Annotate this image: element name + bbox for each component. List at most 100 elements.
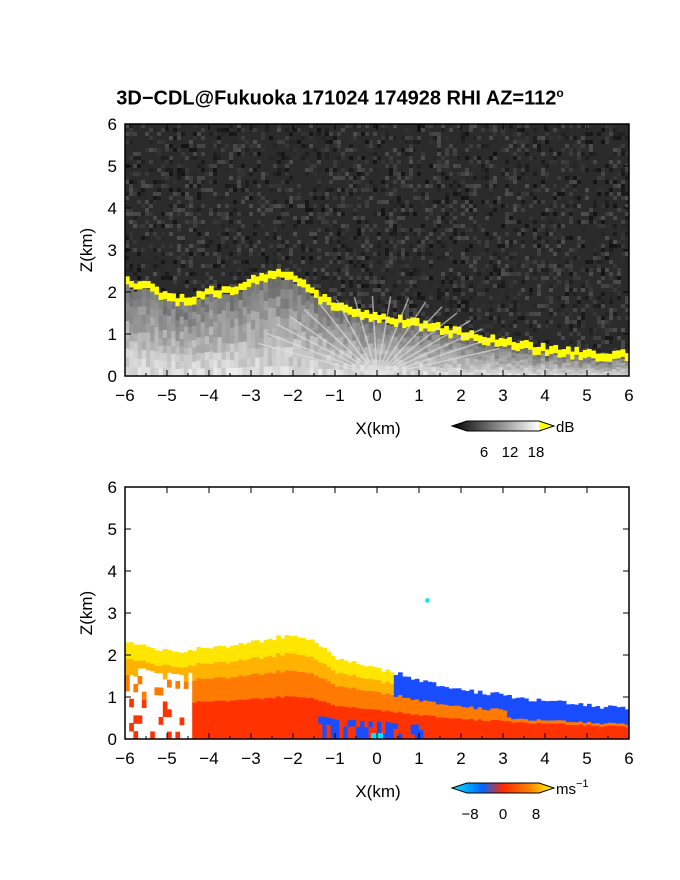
noise-cell bbox=[285, 188, 289, 192]
noise-cell bbox=[537, 340, 541, 344]
signal-cell bbox=[570, 366, 575, 369]
noise-cell bbox=[361, 156, 365, 160]
noise-cell bbox=[557, 244, 561, 248]
signal-edge bbox=[326, 297, 332, 312]
signal-cell bbox=[183, 333, 189, 342]
signal-cell bbox=[377, 354, 382, 361]
noise-cell bbox=[133, 164, 137, 168]
noise-cell bbox=[509, 272, 513, 276]
signal-cell bbox=[179, 316, 185, 325]
noise-cell bbox=[473, 316, 477, 320]
signal-cell bbox=[616, 358, 622, 361]
noise-cell bbox=[421, 228, 425, 232]
signal-cell bbox=[129, 349, 134, 360]
noise-cell bbox=[449, 208, 453, 212]
signal-cell bbox=[482, 357, 487, 361]
noise-cell bbox=[589, 148, 593, 152]
signal-cell bbox=[477, 366, 483, 370]
signal-cell bbox=[221, 310, 227, 320]
signal-edge bbox=[347, 306, 353, 318]
noise-cell bbox=[329, 288, 333, 292]
noise-cell bbox=[209, 276, 213, 280]
signal-cell bbox=[557, 361, 563, 364]
noise-cell bbox=[273, 184, 277, 188]
noise-cell bbox=[213, 144, 217, 148]
signal-cell bbox=[242, 307, 248, 317]
signal-cell bbox=[431, 362, 437, 368]
noise-cell bbox=[565, 128, 569, 132]
noise-cell bbox=[193, 172, 197, 176]
noise-cell bbox=[229, 160, 233, 164]
signal-cell bbox=[209, 318, 214, 328]
signal-edge bbox=[288, 271, 294, 282]
noise-cell bbox=[525, 144, 529, 148]
signal-cell bbox=[280, 298, 286, 310]
noise-cell bbox=[169, 212, 173, 216]
noise-cell bbox=[473, 228, 477, 232]
noise-cell bbox=[449, 220, 453, 224]
noise-cell bbox=[149, 200, 153, 204]
noise-cell bbox=[549, 296, 553, 300]
noise-cell bbox=[249, 212, 253, 216]
signal-cell bbox=[473, 362, 479, 367]
signal-cell bbox=[133, 367, 139, 376]
signal-cell bbox=[335, 369, 340, 376]
noise-cell bbox=[253, 176, 257, 180]
noise-cell bbox=[473, 236, 477, 240]
noise-cell bbox=[377, 156, 381, 160]
noise-cell bbox=[293, 128, 297, 132]
signal-cell bbox=[536, 369, 542, 373]
noise-cell bbox=[285, 256, 289, 260]
signal-cell bbox=[456, 338, 462, 344]
noise-cell bbox=[541, 136, 545, 140]
noise-cell bbox=[477, 292, 481, 296]
noise-cell bbox=[601, 248, 605, 252]
noise-cell bbox=[461, 244, 465, 248]
noise-cell bbox=[601, 284, 605, 288]
noise-cell bbox=[141, 248, 145, 252]
noise-cell bbox=[569, 312, 573, 316]
signal-cell bbox=[566, 354, 571, 358]
noise-cell bbox=[521, 168, 525, 172]
noise-cell bbox=[349, 292, 353, 296]
signal-cell bbox=[339, 369, 344, 376]
noise-cell bbox=[613, 280, 617, 284]
signal-cell bbox=[251, 282, 256, 293]
noise-cell bbox=[565, 160, 569, 164]
noise-cell bbox=[509, 220, 513, 224]
noise-cell bbox=[293, 124, 297, 128]
signal-cell bbox=[364, 346, 370, 354]
noise-cell bbox=[533, 344, 537, 348]
noise-cell bbox=[533, 136, 537, 140]
noise-cell bbox=[489, 180, 493, 184]
signal-cell bbox=[356, 370, 361, 376]
noise-cell bbox=[145, 212, 149, 216]
noise-cell bbox=[589, 292, 593, 296]
signal-cell bbox=[335, 311, 340, 319]
noise-cell bbox=[217, 140, 221, 144]
noise-cell bbox=[565, 316, 569, 320]
noise-cell bbox=[593, 312, 597, 316]
noise-cell bbox=[417, 304, 421, 308]
noise-cell bbox=[617, 132, 621, 136]
noise-cell bbox=[193, 148, 197, 152]
noise-cell bbox=[341, 168, 345, 172]
noise-cell bbox=[205, 240, 209, 244]
noise-cell bbox=[505, 136, 509, 140]
signal-cell bbox=[519, 370, 525, 374]
noise-cell bbox=[361, 228, 365, 232]
noise-cell bbox=[125, 220, 129, 224]
noise-cell bbox=[465, 228, 469, 232]
noise-cell bbox=[533, 340, 537, 344]
noise-cell bbox=[573, 160, 577, 164]
noise-cell bbox=[285, 268, 289, 272]
noise-cell bbox=[133, 192, 137, 196]
signal-cell bbox=[553, 352, 559, 356]
noise-cell bbox=[449, 128, 453, 132]
noise-cell bbox=[369, 228, 373, 232]
noise-cell bbox=[469, 172, 473, 176]
noise-cell bbox=[549, 264, 553, 268]
signal-cell bbox=[141, 323, 147, 333]
backscatter-colorbar-tick: 12 bbox=[502, 444, 519, 461]
noise-cell bbox=[585, 296, 589, 300]
